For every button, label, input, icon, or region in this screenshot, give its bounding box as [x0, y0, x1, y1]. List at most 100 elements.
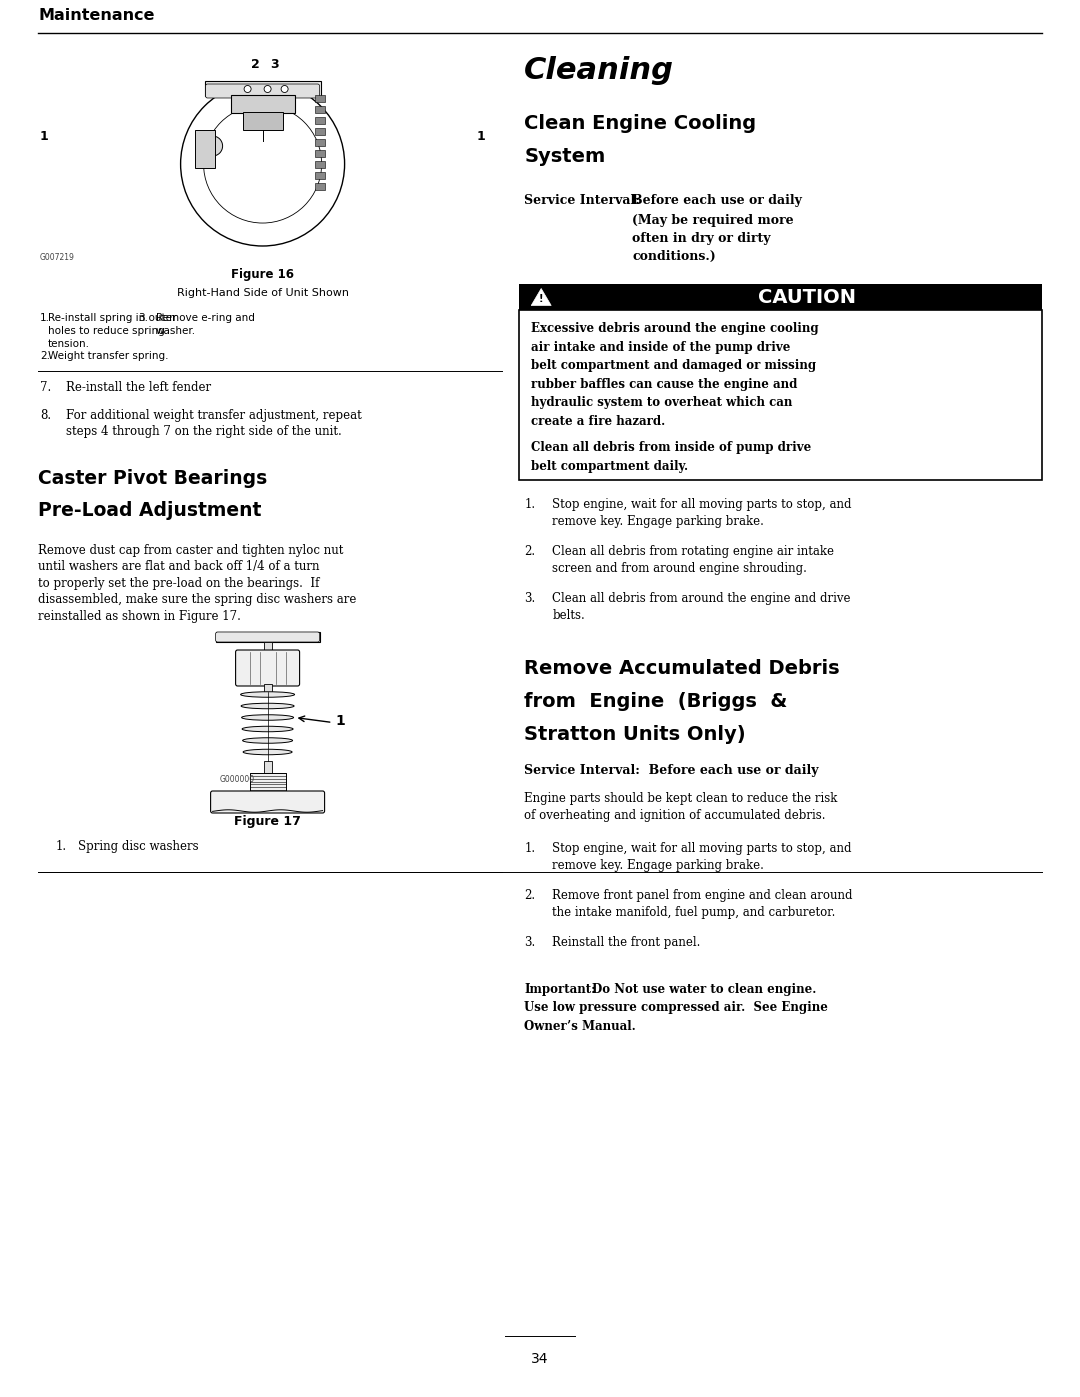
Bar: [264, 643, 271, 652]
Circle shape: [281, 85, 288, 92]
Bar: [314, 95, 325, 102]
Text: Remove e-ring and
washer.: Remove e-ring and washer.: [156, 313, 255, 335]
Text: Engine parts should be kept clean to reduce the risk
of overheating and ignition: Engine parts should be kept clean to red…: [524, 792, 838, 821]
FancyBboxPatch shape: [235, 650, 299, 686]
Text: Stop engine, wait for all moving parts to stop, and
remove key. Engage parking b: Stop engine, wait for all moving parts t…: [552, 497, 852, 528]
Text: Excessive debris around the engine cooling: Excessive debris around the engine cooli…: [531, 321, 819, 335]
Text: Pre-Load Adjustment: Pre-Load Adjustment: [38, 502, 261, 520]
Text: hydraulic system to overheat which can: hydraulic system to overheat which can: [531, 395, 793, 409]
Bar: [519, 284, 1042, 310]
Text: 2.: 2.: [524, 545, 536, 557]
Text: Service Interval:: Service Interval:: [524, 194, 640, 207]
Text: Figure 16: Figure 16: [231, 268, 294, 281]
Text: Important:: Important:: [524, 982, 596, 996]
Ellipse shape: [243, 738, 293, 743]
Text: belt compartment and damaged or missing: belt compartment and damaged or missing: [531, 359, 816, 372]
Bar: [314, 183, 325, 190]
Text: Reinstall the front panel.: Reinstall the front panel.: [552, 936, 701, 949]
Text: Remove Accumulated Debris: Remove Accumulated Debris: [524, 659, 840, 678]
Text: rubber baffles can cause the engine and: rubber baffles can cause the engine and: [531, 377, 797, 391]
Text: Service Interval:  Before each use or daily: Service Interval: Before each use or dai…: [524, 764, 819, 777]
Text: Spring disc washers: Spring disc washers: [78, 840, 199, 854]
Text: Owner’s Manual.: Owner’s Manual.: [524, 1020, 636, 1032]
Text: Stop engine, wait for all moving parts to stop, and
remove key. Engage parking b: Stop engine, wait for all moving parts t…: [552, 842, 852, 872]
Bar: [264, 761, 271, 773]
Text: Use low pressure compressed air.  See Engine: Use low pressure compressed air. See Eng…: [524, 1002, 828, 1014]
Text: 8.: 8.: [40, 409, 51, 422]
Text: 2: 2: [252, 59, 260, 71]
Text: 1.: 1.: [40, 313, 50, 323]
FancyBboxPatch shape: [205, 84, 320, 98]
Text: 34: 34: [531, 1352, 549, 1366]
Text: !: !: [539, 293, 543, 303]
Circle shape: [203, 136, 222, 156]
Text: Before each use or daily: Before each use or daily: [632, 194, 802, 207]
Bar: [249, 773, 285, 793]
Bar: [314, 161, 325, 168]
Text: Caster Pivot Bearings: Caster Pivot Bearings: [38, 469, 267, 488]
Text: 3.: 3.: [524, 592, 536, 605]
Polygon shape: [531, 289, 551, 306]
Ellipse shape: [242, 715, 294, 721]
Text: 3.: 3.: [524, 936, 536, 949]
Text: belt compartment daily.: belt compartment daily.: [531, 460, 688, 472]
Text: Re-install spring in outer
holes to reduce spring
tension.: Re-install spring in outer holes to redu…: [48, 313, 176, 349]
Text: Clean Engine Cooling: Clean Engine Cooling: [524, 115, 756, 133]
Text: 2.: 2.: [524, 888, 536, 902]
Text: Remove front panel from engine and clean around
the intake manifold, fuel pump, : Remove front panel from engine and clean…: [552, 888, 853, 918]
Text: 1.: 1.: [524, 842, 536, 855]
Bar: [264, 685, 271, 692]
Text: often in dry or dirty: often in dry or dirty: [632, 232, 771, 244]
Text: Re-install the left fender: Re-install the left fender: [66, 381, 211, 394]
Ellipse shape: [241, 703, 294, 708]
Bar: [243, 112, 283, 130]
Text: 1: 1: [476, 130, 485, 142]
Ellipse shape: [241, 692, 295, 697]
Text: conditions.): conditions.): [632, 250, 716, 263]
Bar: [314, 149, 325, 156]
Text: Remove dust cap from caster and tighten nyloc nut
until washers are flat and bac: Remove dust cap from caster and tighten …: [38, 543, 356, 623]
Text: 7.: 7.: [40, 381, 51, 394]
Circle shape: [265, 85, 271, 92]
Text: Clean all debris from rotating engine air intake
screen and from around engine s: Clean all debris from rotating engine ai…: [552, 545, 834, 574]
Ellipse shape: [242, 726, 293, 732]
Text: (May be required more: (May be required more: [632, 214, 794, 226]
Text: air intake and inside of the pump drive: air intake and inside of the pump drive: [531, 341, 791, 353]
Text: CAUTION: CAUTION: [758, 288, 855, 306]
Text: Maintenance: Maintenance: [38, 8, 154, 22]
Text: Right-Hand Side of Unit Shown: Right-Hand Side of Unit Shown: [177, 288, 349, 298]
Text: 1.: 1.: [524, 497, 536, 511]
Bar: [314, 106, 325, 113]
Text: 3.: 3.: [138, 313, 148, 323]
Bar: [204, 81, 321, 96]
Text: create a fire hazard.: create a fire hazard.: [531, 415, 665, 427]
Text: from  Engine  (Briggs  &: from Engine (Briggs &: [524, 692, 787, 711]
Text: Stratton Units Only): Stratton Units Only): [524, 725, 746, 745]
FancyBboxPatch shape: [216, 631, 320, 643]
Text: G007219: G007219: [40, 253, 75, 263]
Text: Clean all debris from around the engine and drive
belts.: Clean all debris from around the engine …: [552, 592, 851, 622]
Bar: [314, 172, 325, 179]
Bar: [314, 129, 325, 134]
Bar: [216, 631, 320, 643]
Bar: [314, 117, 325, 123]
Text: G000000: G000000: [219, 775, 255, 784]
Text: Figure 17: Figure 17: [234, 814, 301, 828]
Bar: [314, 138, 325, 145]
Text: 1: 1: [336, 714, 346, 728]
Bar: [519, 310, 1042, 481]
Text: For additional weight transfer adjustment, repeat
steps 4 through 7 on the right: For additional weight transfer adjustmen…: [66, 409, 362, 439]
Text: System: System: [524, 147, 606, 166]
Bar: [231, 95, 295, 113]
FancyBboxPatch shape: [211, 791, 325, 813]
Text: 1: 1: [40, 130, 49, 142]
Ellipse shape: [243, 749, 292, 754]
Text: 1.: 1.: [56, 840, 67, 854]
Text: Weight transfer spring.: Weight transfer spring.: [48, 351, 168, 360]
Bar: [194, 130, 215, 168]
Circle shape: [244, 85, 251, 92]
Text: Do Not use water to clean engine.: Do Not use water to clean engine.: [592, 982, 816, 996]
Text: Cleaning: Cleaning: [524, 56, 674, 85]
Text: 2.: 2.: [40, 351, 50, 360]
Text: Clean all debris from inside of pump drive: Clean all debris from inside of pump dri…: [531, 441, 811, 454]
